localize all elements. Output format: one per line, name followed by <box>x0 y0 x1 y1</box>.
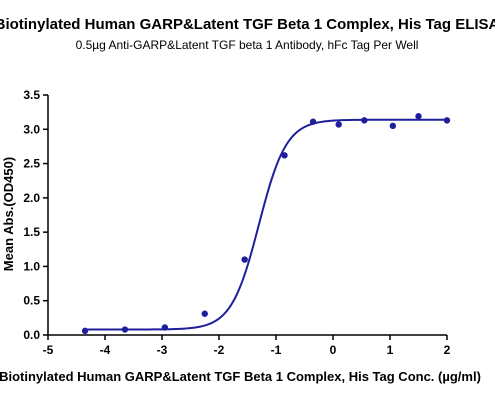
y-tick-label: 0.5 <box>23 294 40 308</box>
y-tick-label: 1.0 <box>23 259 40 273</box>
data-point <box>361 117 368 124</box>
fit-curve <box>85 118 447 331</box>
x-tick-label: -2 <box>214 343 225 357</box>
y-tick-label: 3.0 <box>23 122 40 136</box>
data-point <box>415 113 422 120</box>
x-tick-label: 1 <box>387 343 394 357</box>
plot-area: 0.0 0.5 1.0 1.5 2.0 2.5 3.0 3.5 -5 -4 -3 -2 -1 0 1 2 <box>23 88 450 357</box>
x-tick-label: 0 <box>330 343 337 357</box>
x-tick-label: -5 <box>43 343 54 357</box>
y-tick-label: 3.5 <box>23 88 40 102</box>
x-tick-label: -3 <box>157 343 168 357</box>
data-point <box>241 256 248 263</box>
y-axis-label: Mean Abs.(OD450) <box>1 157 16 271</box>
y-tick-label: 2.5 <box>23 157 40 171</box>
data-point <box>201 310 208 317</box>
data-point <box>281 152 288 159</box>
x-tick-label: -4 <box>100 343 111 357</box>
x-axis-label: Biotinylated Human GARP&Latent TGF Beta … <box>0 369 481 384</box>
data-point <box>81 327 89 335</box>
chart-subtitle: 0.5µg Anti-GARP&Latent TGF beta 1 Antibo… <box>76 38 419 52</box>
data-point <box>161 324 169 331</box>
chart-title: Biotinylated Human GARP&Latent TGF Beta … <box>0 16 495 33</box>
data-point <box>389 122 397 130</box>
data-point <box>309 118 317 125</box>
data-point <box>121 326 129 333</box>
x-tick-label: 2 <box>444 343 451 357</box>
y-tick-label: 0.0 <box>23 328 40 342</box>
data-point <box>443 117 451 124</box>
y-tick-label: 2.0 <box>23 191 40 205</box>
y-tick-label: 1.5 <box>23 225 40 239</box>
data-point <box>335 121 342 128</box>
x-tick-label: -1 <box>271 343 282 357</box>
